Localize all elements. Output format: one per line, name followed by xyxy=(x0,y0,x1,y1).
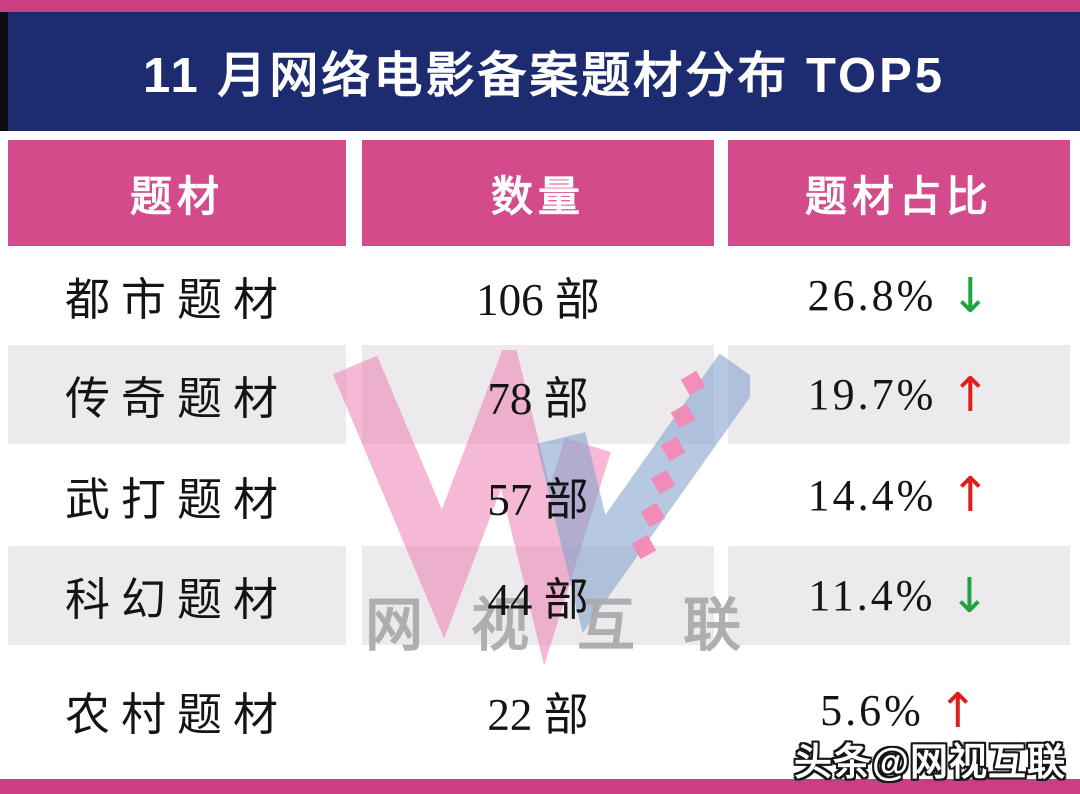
theme-cell-text: 武打题材 xyxy=(64,474,289,525)
top-border-strip xyxy=(0,0,1080,12)
theme-cell-text: 科幻题材 xyxy=(64,575,289,625)
table-row: 科幻题材 44 部 11.4% ↓ xyxy=(8,546,1070,645)
theme-cell: 都市题材 xyxy=(8,246,346,345)
count-cell: 78 部 xyxy=(362,345,714,444)
share-cell: 14.4% ↑ xyxy=(728,444,1070,546)
theme-cell-text: 都市题材 xyxy=(64,275,289,325)
count-cell: 106 部 xyxy=(362,246,714,345)
theme-cell: 传奇题材 xyxy=(8,345,346,444)
credit-watermark: 头条@网视互联 xyxy=(793,742,1066,784)
count-cell: 22 部 xyxy=(362,645,714,776)
count-cell-text: 78 部 xyxy=(487,374,589,424)
trend-arrow-icon: ↓ xyxy=(949,567,990,624)
trend-arrow-icon: ↓ xyxy=(950,267,991,324)
column-header-share: 题材占比 xyxy=(728,140,1070,246)
theme-cell: 农村题材 xyxy=(8,645,346,776)
share-cell: 5.6% ↑ xyxy=(728,645,1070,776)
share-cell-text: 5.6% xyxy=(820,686,924,735)
count-cell: 44 部 xyxy=(362,546,714,645)
share-cell: 19.7% ↑ xyxy=(728,345,1070,444)
theme-cell-text: 农村题材 xyxy=(64,690,289,740)
share-cell: 11.4% ↓ xyxy=(728,546,1070,645)
theme-cell: 武打题材 xyxy=(8,444,346,546)
column-header-count: 数量 xyxy=(362,140,714,246)
table-row: 传奇题材 78 部 19.7% ↑ xyxy=(8,345,1070,444)
table-row: 农村题材 22 部 5.6% ↑ xyxy=(8,645,1070,776)
bottom-border-strip xyxy=(0,779,1080,794)
share-cell-text: 14.4% xyxy=(807,470,937,520)
column-header-theme: 题材 xyxy=(8,140,346,246)
table-body: 都市题材 106 部 26.8% ↓ 传奇题材 78 部 19.7% ↑ 武打题… xyxy=(8,246,1070,776)
table-row: 都市题材 106 部 26.8% ↓ xyxy=(8,246,1070,345)
share-cell: 26.8% ↓ xyxy=(728,246,1070,345)
theme-cell: 科幻题材 xyxy=(8,546,346,645)
title-bar: 11 月网络电影备案题材分布 TOP5 xyxy=(0,12,1080,131)
count-cell-text: 22 部 xyxy=(487,690,589,740)
table-header-row: 题材 数量 题材占比 xyxy=(8,140,1070,246)
count-cell-text: 44 部 xyxy=(487,575,589,625)
count-cell: 57 部 xyxy=(362,444,714,546)
count-cell-text: 57 部 xyxy=(487,474,589,525)
share-cell-text: 11.4% xyxy=(808,571,936,620)
share-cell-text: 26.8% xyxy=(807,271,937,320)
trend-arrow-icon: ↑ xyxy=(950,366,991,423)
trend-arrow-icon: ↑ xyxy=(950,467,991,523)
trend-arrow-icon: ↑ xyxy=(937,682,978,739)
share-cell-text: 19.7% xyxy=(807,370,937,419)
page-title: 11 月网络电影备案题材分布 TOP5 xyxy=(142,49,946,103)
theme-cell-text: 传奇题材 xyxy=(64,374,289,424)
count-cell-text: 106 部 xyxy=(476,275,600,325)
table-row: 武打题材 57 部 14.4% ↑ xyxy=(8,444,1070,546)
